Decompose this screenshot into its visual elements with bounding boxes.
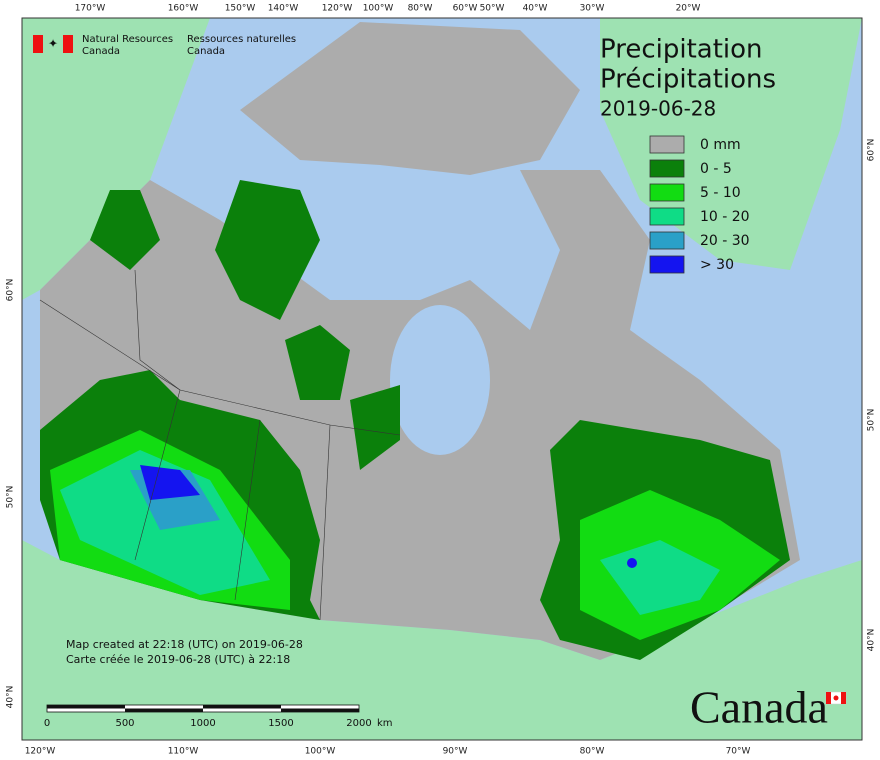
latitude-label: 40°N bbox=[867, 629, 877, 652]
flag-bar bbox=[63, 35, 73, 53]
wordmark: Canada bbox=[690, 682, 828, 733]
precip-nunavut bbox=[215, 180, 320, 320]
legend-label: 20 - 30 bbox=[700, 233, 750, 249]
legend: 0 mm 0 - 5 5 - 10 10 - 20 20 - 30 > 30 bbox=[649, 135, 750, 274]
precip-hudson bbox=[350, 385, 400, 470]
map-frame bbox=[21, 17, 863, 741]
longitude-label: 120°W bbox=[322, 4, 353, 14]
agency-fr: Canada bbox=[187, 46, 225, 57]
scale-segment bbox=[281, 708, 359, 712]
map-body bbox=[22, 18, 862, 740]
longitude-label: 70°W bbox=[726, 747, 751, 757]
legend-swatch bbox=[649, 231, 685, 250]
legend-label: 0 mm bbox=[700, 137, 741, 153]
longitude-label: 80°W bbox=[580, 747, 605, 757]
greenland bbox=[600, 18, 862, 270]
map-date: 2019-06-28 bbox=[600, 97, 716, 121]
scale-segment bbox=[47, 705, 125, 709]
longitude-label: 90°W bbox=[443, 747, 468, 757]
latitude-label: 60°N bbox=[6, 279, 16, 302]
flag-leaf: ✦ bbox=[48, 37, 58, 51]
scale-label: 500 bbox=[115, 718, 134, 729]
longitude-label: 30°W bbox=[580, 4, 605, 14]
longitude-label: 50°W bbox=[480, 4, 505, 14]
longitude-label: 160°W bbox=[168, 4, 199, 14]
graticule-labels: 170°W 160°W 150°W 140°W 120°W 100°W 80°W 60°W 50… bbox=[6, 4, 877, 757]
legend-label: > 30 bbox=[700, 257, 734, 273]
legend-swatch bbox=[649, 207, 685, 226]
scale-segment bbox=[125, 708, 203, 712]
borders bbox=[39, 269, 401, 621]
title-fr: Précipitations bbox=[600, 65, 776, 95]
longitude-label: 80°W bbox=[408, 4, 433, 14]
latitude-label: 60°N bbox=[867, 139, 877, 162]
longitude-label: 140°W bbox=[268, 4, 299, 14]
legend-label: 0 - 5 bbox=[700, 161, 732, 177]
longitude-label: 100°W bbox=[363, 4, 394, 14]
latitude-label: 40°N bbox=[6, 686, 16, 709]
agency-fr: Ressources naturelles bbox=[187, 34, 296, 45]
hudson-bay bbox=[390, 305, 490, 455]
legend-label: 10 - 20 bbox=[700, 209, 750, 225]
flag-bar bbox=[33, 35, 43, 53]
legend-swatch bbox=[649, 135, 685, 154]
longitude-label: 120°W bbox=[25, 747, 56, 757]
legend-swatch bbox=[649, 255, 685, 274]
wordmark-flag bbox=[825, 691, 847, 705]
legend-swatch bbox=[649, 159, 685, 178]
credit-en: Map created at 22:18 (UTC) on 2019-06-28 bbox=[66, 638, 303, 651]
longitude-label: 150°W bbox=[225, 4, 256, 14]
usa bbox=[22, 540, 862, 740]
precip-east-30 bbox=[627, 558, 637, 568]
longitude-label: 40°W bbox=[523, 4, 548, 14]
longitude-label: 170°W bbox=[75, 4, 106, 14]
scale-bar: 0 500 1000 1500 2000 km bbox=[44, 704, 393, 729]
longitude-label: 60°W bbox=[453, 4, 478, 14]
credit-fr: Carte créée le 2019-06-28 (UTC) à 22:18 bbox=[66, 653, 290, 666]
agency-en: Natural Resources bbox=[82, 34, 173, 45]
latitude-label: 50°N bbox=[6, 486, 16, 509]
precip-west-30 bbox=[140, 465, 200, 500]
precip-central bbox=[285, 325, 350, 400]
title-en: Precipitation bbox=[600, 35, 763, 65]
scale-unit: km bbox=[377, 718, 393, 729]
longitude-label: 110°W bbox=[168, 747, 199, 757]
nrcan-signature: ✦ Natural Resources Canada Ressources na… bbox=[33, 34, 296, 57]
alaska bbox=[22, 18, 210, 300]
legend-swatch bbox=[649, 183, 685, 202]
arctic-islands bbox=[240, 22, 580, 175]
scale-label: 1500 bbox=[268, 718, 293, 729]
scale-label: 2000 bbox=[346, 718, 371, 729]
latitude-label: 50°N bbox=[867, 409, 877, 432]
scale-label: 1000 bbox=[190, 718, 215, 729]
legend-label: 5 - 10 bbox=[700, 185, 741, 201]
scale-segment bbox=[203, 705, 281, 709]
longitude-label: 20°W bbox=[676, 4, 701, 14]
longitude-label: 100°W bbox=[305, 747, 336, 757]
precip-yukon bbox=[90, 190, 160, 270]
scale-label: 0 bbox=[44, 718, 50, 729]
agency-en: Canada bbox=[82, 46, 120, 57]
